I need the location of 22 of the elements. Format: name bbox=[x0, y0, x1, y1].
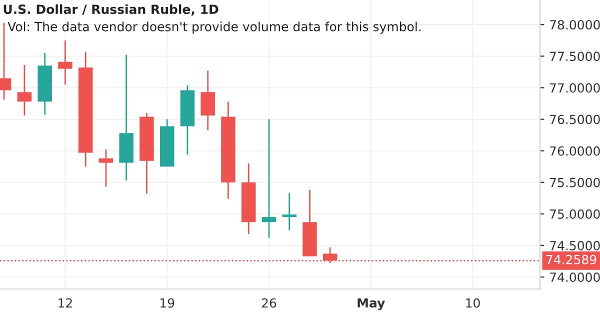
candlestick bbox=[282, 192, 296, 232]
y-tick-label: 77.5000 bbox=[550, 52, 600, 62]
x-tick-label: May bbox=[358, 298, 385, 310]
x-tick-label: 26 bbox=[262, 298, 276, 308]
candlestick bbox=[17, 64, 32, 116]
y-tick-label: 76.5000 bbox=[550, 114, 600, 124]
chart-title: U.S. Dollar / Russian Ruble, 1D bbox=[4, 4, 218, 16]
x-tick-label: 12 bbox=[58, 298, 72, 308]
x-tick-label: 19 bbox=[160, 298, 174, 308]
y-tick-label: 77.0000 bbox=[550, 83, 600, 93]
y-tick-label: 74.5000 bbox=[550, 240, 600, 250]
candlestick bbox=[200, 70, 215, 131]
ref-line-label: 74.2589 bbox=[546, 254, 596, 264]
y-tick-label: 78.0000 bbox=[550, 20, 600, 30]
y-tick-label: 74.0000 bbox=[550, 272, 600, 282]
x-tick-label: 10 bbox=[466, 298, 480, 308]
annotation: Vol: The data vendor doesn't provide volume data for this symbol. bbox=[8, 22, 421, 34]
y-tick-label: 75.5000 bbox=[550, 178, 600, 188]
candlestick bbox=[98, 148, 114, 188]
y-tick-label: 76.0000 bbox=[550, 146, 600, 156]
y-tick-label: 75.0000 bbox=[550, 209, 600, 219]
candlestick bbox=[58, 40, 72, 86]
